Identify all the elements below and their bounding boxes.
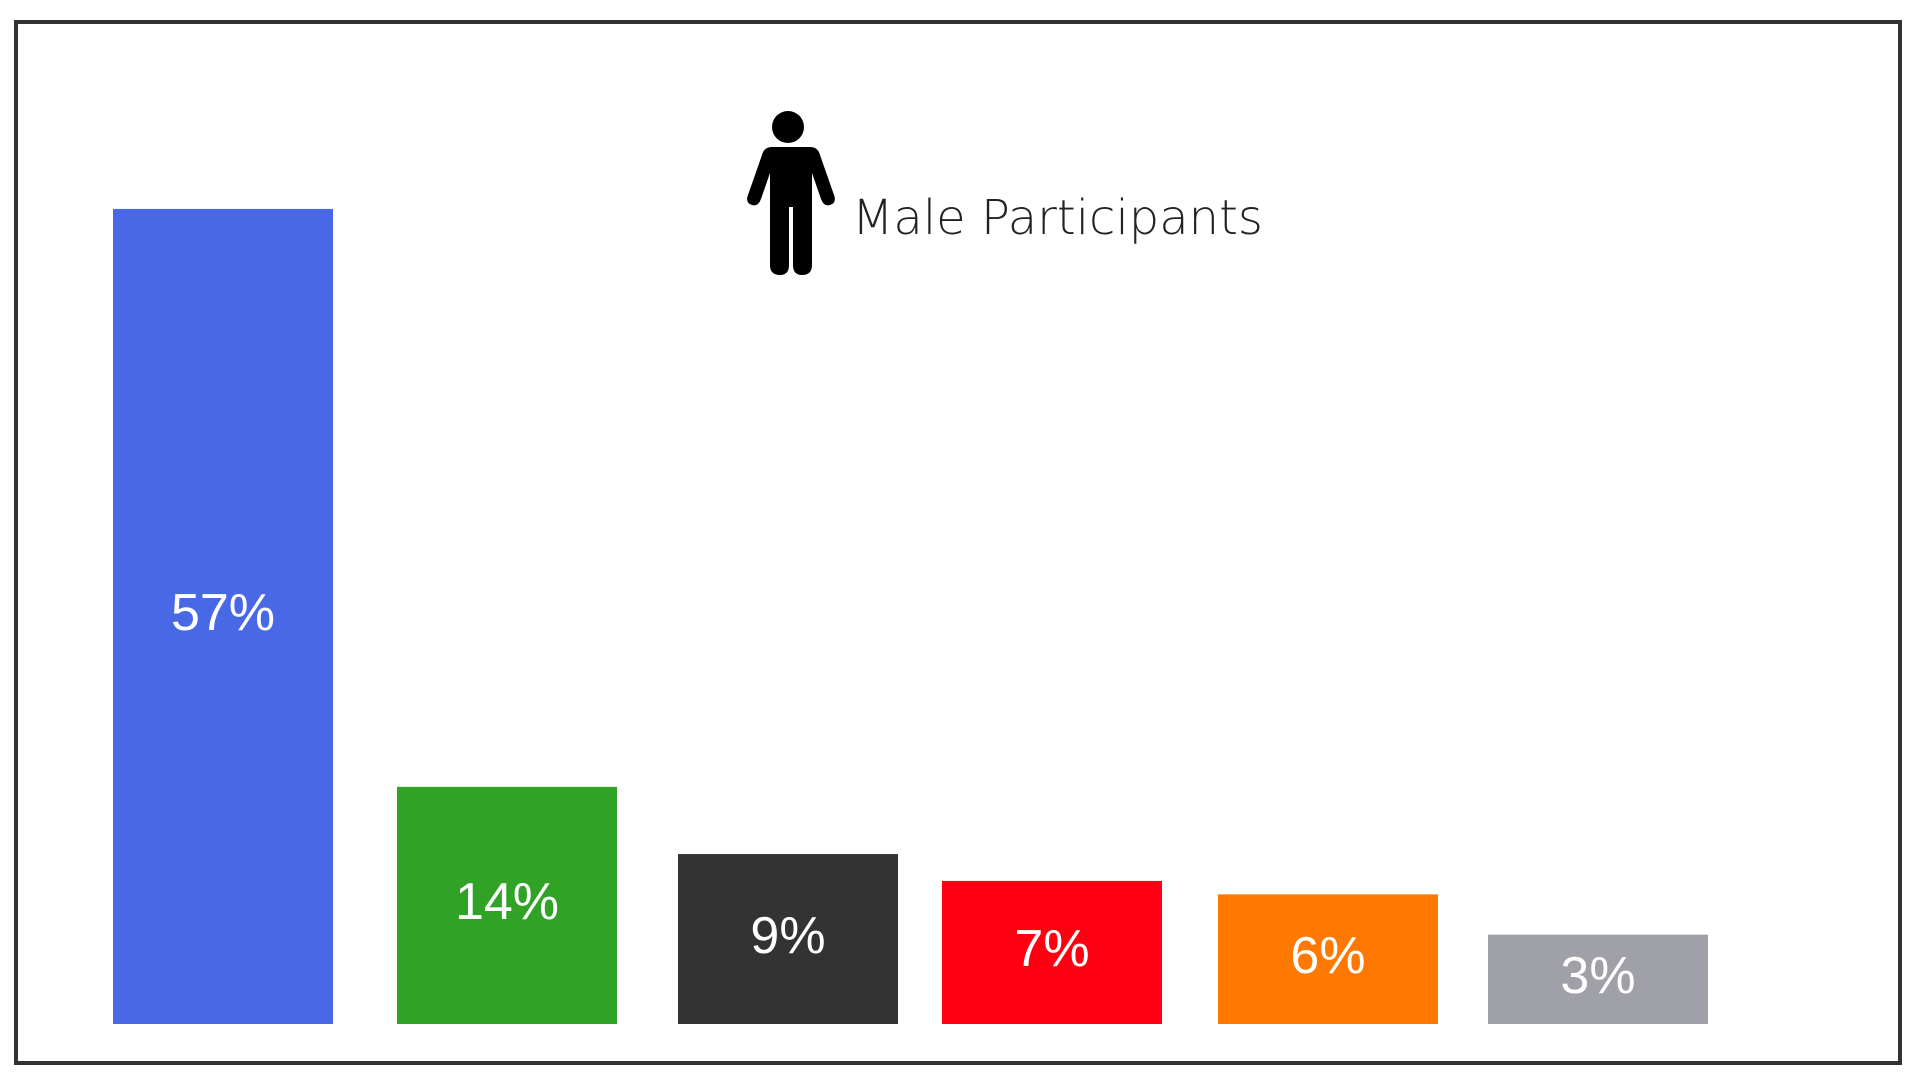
value-label: 3% (1560, 947, 1635, 1005)
value-label: 6% (1290, 927, 1365, 985)
bar (678, 854, 898, 1024)
value-label: 7% (1014, 920, 1089, 978)
bar (113, 208, 333, 1025)
value-label: 9% (750, 907, 825, 965)
bar (942, 880, 1162, 1024)
value-label: 57% (171, 584, 275, 642)
chart-title: Male Participants (852, 190, 1263, 246)
bar (397, 786, 617, 1024)
person-icon (747, 111, 835, 275)
bar (1218, 894, 1438, 1024)
value-label: 14% (455, 873, 559, 931)
bar (1488, 934, 1708, 1024)
